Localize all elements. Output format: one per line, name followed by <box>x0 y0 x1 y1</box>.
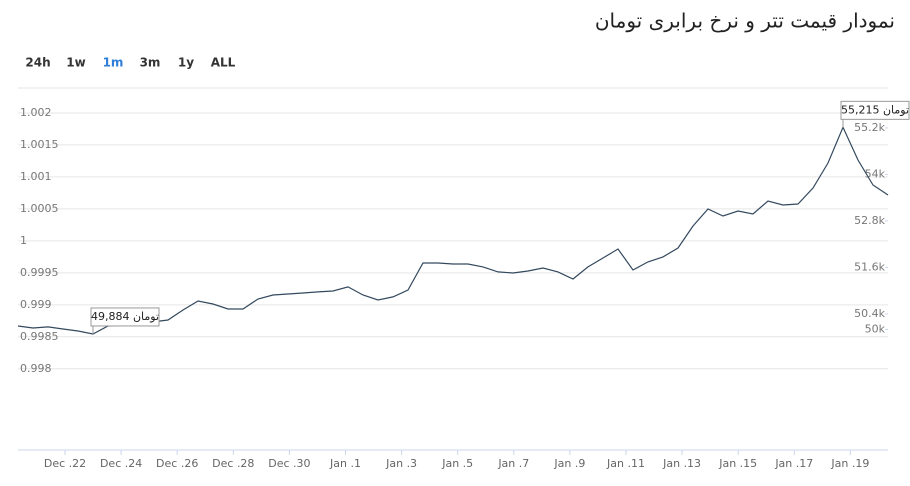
y2-tick-label: 52.8k <box>854 214 885 227</box>
x-tick-label: Jan .1 <box>329 457 361 470</box>
y-tick-label: 1.0015 <box>20 138 59 151</box>
x-tick-label: Dec .28 <box>212 457 254 470</box>
range-button[interactable]: 3m <box>140 56 161 70</box>
y-tick-label: 1 <box>20 234 27 247</box>
chart-title: نمودار قیمت تتر و نرخ برابری تومان <box>595 9 895 33</box>
y-tick-label: 1.0005 <box>20 202 59 215</box>
x-tick-label: Dec .30 <box>268 457 310 470</box>
x-tick-label: Jan .11 <box>606 457 645 470</box>
y2-tick-label: 51.6k <box>854 260 885 273</box>
x-tick-label: Jan .15 <box>718 457 757 470</box>
y2-tick-label: 50k <box>865 322 886 335</box>
y-tick-label: 1.001 <box>20 170 52 183</box>
annotation-text: 55,215 تومان <box>841 103 909 116</box>
x-tick-label: Dec .26 <box>156 457 198 470</box>
x-tick-label: Jan .19 <box>830 457 869 470</box>
annotation-box <box>840 100 910 120</box>
x-tick-label: Jan .5 <box>441 457 473 470</box>
x-tick-label: Dec .22 <box>44 457 86 470</box>
y2-tick-label: 55.2k <box>854 121 885 134</box>
range-button[interactable]: 1y <box>178 56 194 70</box>
y-tick-label: 1.002 <box>20 106 52 119</box>
y2-tick-label: 54k <box>865 167 886 180</box>
range-button[interactable]: 24h <box>25 56 50 70</box>
annotation-text: 49,884 تومان <box>91 310 159 323</box>
x-tick-label: Jan .13 <box>662 457 701 470</box>
y-tick-label: 0.9995 <box>20 266 59 279</box>
x-tick-label: Jan .7 <box>497 457 529 470</box>
range-button[interactable]: 1w <box>66 56 85 70</box>
annotation: 49,884 تومان <box>90 307 160 327</box>
y-tick-label: 0.999 <box>20 298 52 311</box>
x-tick-label: Jan .9 <box>553 457 585 470</box>
x-tick-label: Dec .24 <box>100 457 142 470</box>
y-tick-label: 0.998 <box>20 362 52 375</box>
range-button[interactable]: ALL <box>211 56 236 70</box>
y2-tick-label: 50.4k <box>854 307 885 320</box>
y-tick-label: 0.9985 <box>20 330 59 343</box>
range-button[interactable]: 1m <box>103 56 124 70</box>
annotation: 55,215 تومان <box>840 100 910 120</box>
annotation-box <box>90 307 160 327</box>
x-tick-label: Jan .3 <box>385 457 417 470</box>
x-tick-label: Jan .17 <box>774 457 813 470</box>
price-line <box>17 125 889 335</box>
